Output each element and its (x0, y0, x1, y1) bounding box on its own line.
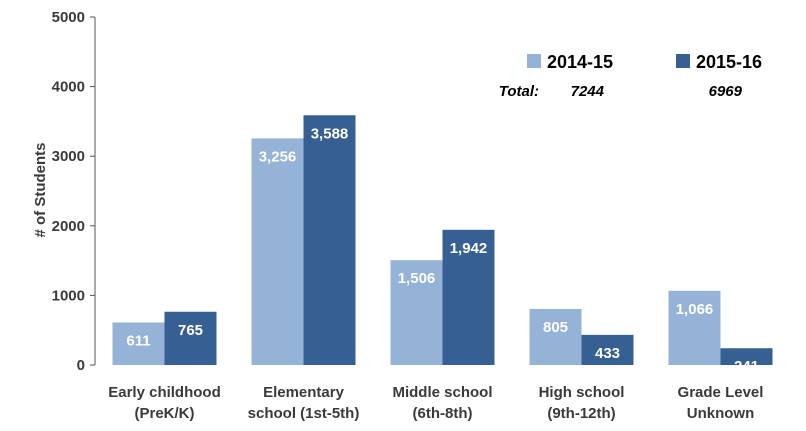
bar (164, 311, 217, 365)
y-tick-label: 4000 (52, 79, 85, 96)
bar (251, 138, 304, 365)
y-tick-label: 0 (77, 357, 85, 374)
x-tick-label: High school (539, 384, 625, 401)
x-tick-label: Elementary (263, 384, 345, 401)
y-tick-label: 5000 (52, 9, 85, 26)
total-value: 7244 (571, 83, 605, 100)
legend: 2014-15 7244 2015-16 6969 Total: (499, 52, 762, 100)
legend-label: 2014-15 (547, 52, 613, 72)
data-label: 3,256 (259, 148, 297, 165)
x-axis-labels: Early childhood (PreK/K) Elementary school … (108, 384, 763, 422)
data-label: 1,506 (398, 270, 436, 287)
legend-swatch (676, 54, 690, 68)
bar (581, 334, 634, 365)
data-label: 1,942 (450, 240, 488, 257)
data-label: 765 (178, 322, 203, 339)
x-tick-label: (6th-8th) (413, 405, 473, 422)
bar (303, 115, 356, 365)
bar (390, 260, 443, 365)
y-axis: 0 1000 2000 3000 4000 5000 (52, 9, 96, 374)
x-tick-label: Middle school (392, 384, 492, 401)
x-tick-label: (9th-12th) (547, 405, 615, 422)
bar (529, 308, 582, 365)
y-tick-label: 2000 (52, 218, 85, 235)
x-tick-label: Early childhood (108, 384, 221, 401)
total-label: Total: (499, 83, 539, 100)
data-label: 1,066 (676, 301, 714, 318)
y-tick-label: 1000 (52, 287, 85, 304)
legend-swatch (527, 54, 541, 68)
x-tick-label: Grade Level (678, 384, 764, 401)
data-label: 805 (543, 319, 568, 336)
total-value: 6969 (709, 83, 743, 100)
bar (112, 322, 165, 365)
y-tick-label: 3000 (52, 148, 85, 165)
legend-label: 2015-16 (696, 52, 762, 72)
bars: 611 765 3,256 3,588 1,506 1,942 805 433 1,066 241 (112, 115, 773, 375)
y-axis-label: # of Students (32, 142, 49, 237)
bar (668, 290, 721, 365)
data-label: 241 (734, 358, 759, 375)
data-label: 611 (126, 332, 150, 349)
bar (720, 348, 773, 365)
data-label: 3,588 (311, 125, 349, 142)
bar (442, 229, 495, 365)
x-tick-label: (PreK/K) (134, 405, 194, 422)
x-tick-label: school (1st-5th) (248, 405, 360, 422)
x-tick-label: Unknown (687, 405, 755, 422)
data-label: 433 (595, 345, 620, 362)
